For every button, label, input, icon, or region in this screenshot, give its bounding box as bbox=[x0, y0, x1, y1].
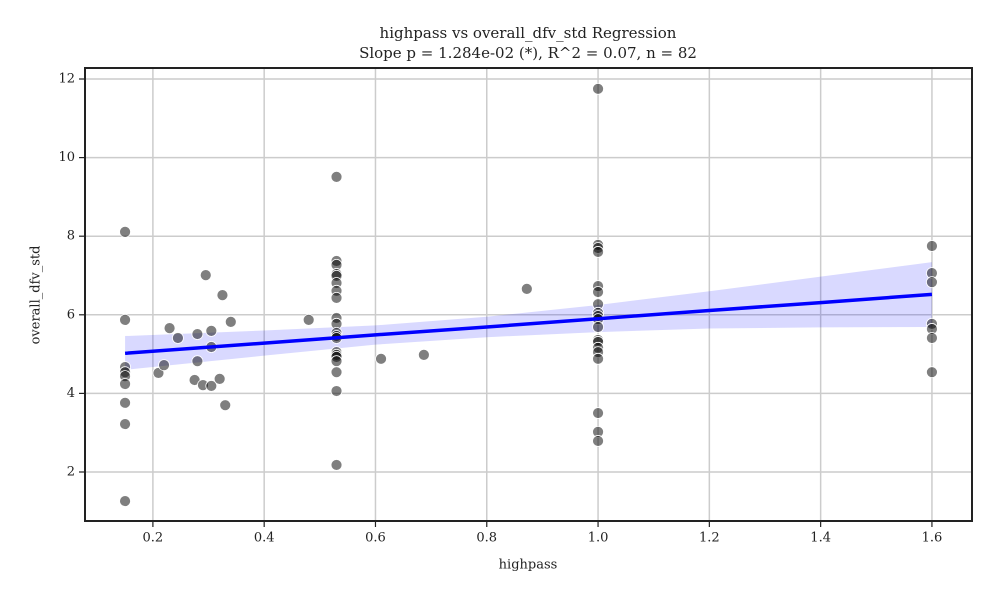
data-point bbox=[216, 289, 229, 302]
x-tick-label: 0.4 bbox=[254, 531, 275, 546]
data-point bbox=[330, 170, 343, 183]
data-point bbox=[330, 291, 343, 304]
data-point bbox=[926, 332, 938, 344]
y-axis-label: overall_dfv_std bbox=[29, 246, 44, 345]
chart-title: highpass vs overall_dfv_std Regression bbox=[380, 24, 677, 42]
x-tick-label: 1.4 bbox=[810, 531, 831, 546]
y-tick-label: 6 bbox=[67, 307, 75, 322]
data-point bbox=[119, 396, 131, 409]
data-point bbox=[119, 225, 131, 238]
y-tick-label: 10 bbox=[58, 150, 75, 165]
data-point bbox=[330, 385, 343, 397]
data-point bbox=[199, 269, 212, 282]
data-point bbox=[219, 399, 232, 412]
data-point bbox=[592, 82, 604, 95]
x-axis-label: highpass bbox=[499, 558, 558, 573]
data-point bbox=[926, 276, 938, 289]
data-point bbox=[119, 495, 131, 507]
data-point bbox=[119, 418, 131, 430]
y-tick-label: 4 bbox=[67, 386, 75, 401]
data-point bbox=[119, 378, 131, 390]
x-tick-label: 1.0 bbox=[588, 531, 609, 546]
data-point bbox=[417, 348, 430, 361]
data-point bbox=[592, 407, 604, 419]
x-tick-label: 1.2 bbox=[699, 531, 720, 546]
data-point bbox=[172, 332, 184, 344]
data-point bbox=[926, 240, 938, 252]
data-point bbox=[375, 352, 387, 365]
data-point bbox=[119, 314, 131, 326]
plot-frame bbox=[84, 67, 973, 522]
x-tick-label: 0.6 bbox=[365, 531, 386, 546]
data-point bbox=[224, 315, 237, 328]
data-point bbox=[163, 322, 176, 335]
x-tick-label: 1.6 bbox=[922, 531, 943, 546]
data-point bbox=[330, 459, 343, 471]
y-tick-label: 12 bbox=[58, 72, 75, 87]
y-tick-label: 8 bbox=[67, 229, 75, 244]
data-point bbox=[926, 366, 938, 379]
y-tick-label: 2 bbox=[67, 464, 75, 479]
data-point bbox=[302, 314, 315, 326]
confidence-band bbox=[125, 262, 932, 370]
chart-subtitle: Slope p = 1.284e-02 (*), R^2 = 0.07, n =… bbox=[359, 44, 697, 62]
data-point bbox=[330, 366, 343, 379]
data-point bbox=[330, 355, 343, 368]
data-point bbox=[592, 352, 604, 365]
data-point bbox=[158, 359, 170, 372]
x-tick-label: 0.2 bbox=[143, 531, 164, 546]
data-point bbox=[205, 325, 218, 337]
data-point bbox=[592, 246, 604, 258]
data-point bbox=[191, 355, 204, 368]
data-point bbox=[520, 282, 533, 295]
data-point bbox=[205, 380, 218, 392]
data-point bbox=[592, 286, 604, 298]
data-point bbox=[592, 321, 604, 333]
data-point bbox=[592, 435, 604, 447]
x-tick-label: 0.8 bbox=[476, 531, 497, 546]
data-point bbox=[191, 328, 204, 340]
data-point bbox=[213, 372, 226, 385]
regression-line bbox=[124, 292, 933, 356]
